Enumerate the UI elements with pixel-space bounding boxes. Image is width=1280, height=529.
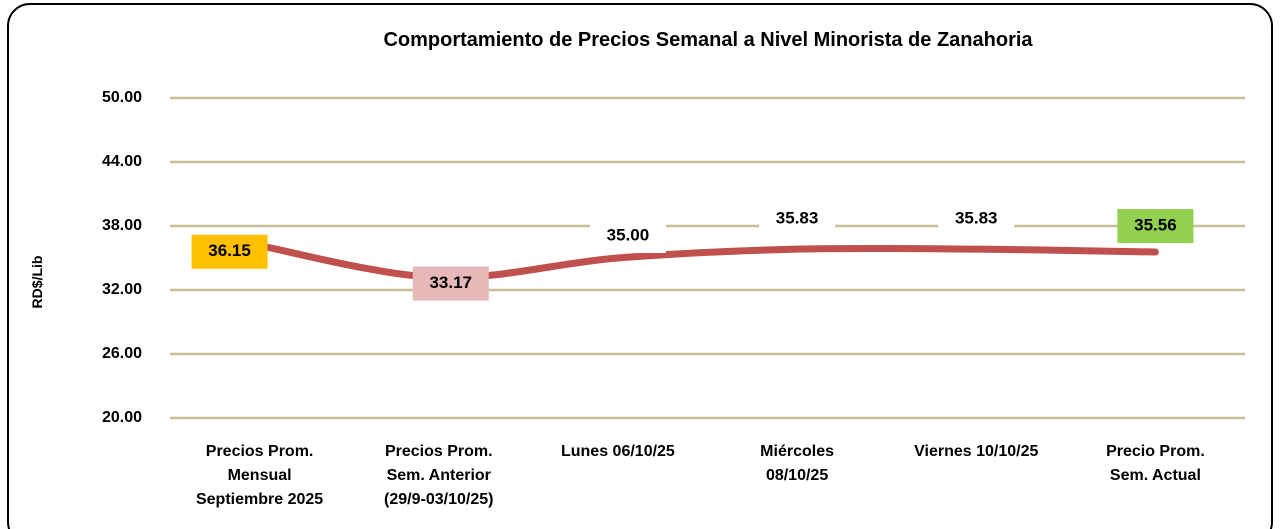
y-tick-label: 26.00	[102, 345, 142, 362]
chart-title: Comportamiento de Precios Semanal a Nive…	[383, 29, 1033, 51]
y-tick-label: 38.00	[102, 217, 142, 234]
value-label: 35.00	[607, 225, 650, 244]
value-label: 36.15	[208, 241, 251, 260]
x-tick-label: Viernes 10/10/25	[914, 443, 1038, 460]
chart-border	[7, 3, 1273, 529]
x-tick-label: Precio Prom. Sem. Actual	[1106, 443, 1205, 484]
y-axis-label: RD$/Lib	[29, 256, 45, 309]
value-label-box	[1117, 209, 1194, 244]
y-tick-label: 44.00	[102, 153, 142, 170]
x-tick-label: Precios Prom. Mensual Septiembre 2025	[196, 443, 323, 508]
y-tick-label: 20.00	[102, 409, 142, 426]
x-tick-label: Miércoles 08/10/25	[760, 443, 834, 484]
value-label-box	[589, 219, 666, 253]
value-label-box	[759, 202, 836, 237]
value-label: 35.56	[1134, 216, 1177, 235]
value-label: 35.83	[955, 209, 998, 228]
value-label: 35.83	[776, 209, 819, 228]
value-label-box	[938, 202, 1015, 237]
x-tick-label: Precios Prom. Sem. Anterior (29/9-03/10/25…	[384, 443, 493, 508]
x-tick-label: Lunes 06/10/25	[561, 443, 675, 460]
value-label: 33.17	[429, 273, 472, 292]
value-label-box	[191, 234, 268, 269]
y-tick-label: 32.00	[102, 281, 142, 298]
y-tick-label: 50.00	[102, 89, 142, 106]
value-label-box	[412, 266, 489, 301]
